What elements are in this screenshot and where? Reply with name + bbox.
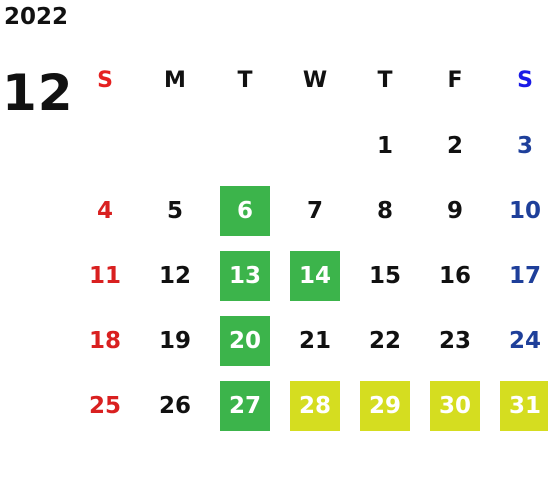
day-number: 22 [368, 327, 401, 354]
day-number: 3 [516, 132, 533, 159]
calendar-day-cell[interactable]: 28 [280, 373, 350, 438]
day-number: 8 [376, 197, 393, 224]
calendar-day-cell[interactable]: 5 [140, 178, 210, 243]
weekday-header-sun: S [97, 68, 113, 93]
day-number: 30 [430, 380, 480, 431]
calendar-day-cell[interactable]: 24 [490, 308, 548, 373]
day-number: 25 [88, 392, 121, 419]
calendar-day-cell[interactable]: 3 [490, 113, 548, 178]
calendar-day-cell[interactable]: 10 [490, 178, 548, 243]
weekday-header-thu: T [377, 68, 393, 93]
calendar-day-cell[interactable]: 9 [420, 178, 490, 243]
calendar-day-cell[interactable]: 20 [210, 308, 280, 373]
day-number: 11 [88, 262, 121, 289]
day-number: 31 [500, 380, 548, 431]
day-number: 5 [166, 197, 183, 224]
day-number: 21 [298, 327, 331, 354]
calendar-day-cell[interactable]: 14 [280, 243, 350, 308]
calendar-day-cell[interactable]: 23 [420, 308, 490, 373]
calendar-day-cell[interactable]: 18 [70, 308, 140, 373]
day-number: 2 [446, 132, 463, 159]
weekday-header-sat: S [517, 68, 533, 93]
calendar-day-cell[interactable]: 17 [490, 243, 548, 308]
calendar-day-cell[interactable]: 12 [140, 243, 210, 308]
day-number: 6 [220, 185, 270, 236]
weekday-header-fri: F [447, 68, 463, 93]
day-number: 7 [306, 197, 323, 224]
weekday-header-tue: T [237, 68, 253, 93]
calendar-day-cell[interactable]: 2 [420, 113, 490, 178]
day-number: 12 [158, 262, 191, 289]
day-number: 24 [508, 327, 541, 354]
day-number: 1 [376, 132, 393, 159]
day-number: 18 [88, 327, 121, 354]
calendar-grid: S M T W T F S 1 2 3 4 5 6 7 8 9 10 11 12 13 14 15 16 17 1… [70, 48, 548, 438]
day-number: 29 [360, 380, 410, 431]
day-number: 17 [508, 262, 541, 289]
weekday-header-mon: M [164, 68, 186, 93]
calendar-day-cell[interactable]: 31 [490, 373, 548, 438]
day-number: 10 [508, 197, 541, 224]
day-number: 13 [220, 250, 270, 301]
calendar-day-cell[interactable]: 21 [280, 308, 350, 373]
day-number: 14 [290, 250, 340, 301]
day-number: 27 [220, 380, 270, 431]
calendar-day-cell[interactable]: 13 [210, 243, 280, 308]
calendar-day-cell[interactable]: 8 [350, 178, 420, 243]
day-number: 4 [96, 197, 113, 224]
day-number: 15 [368, 262, 401, 289]
calendar-day-cell[interactable]: 19 [140, 308, 210, 373]
calendar-day-cell[interactable]: 16 [420, 243, 490, 308]
day-number: 20 [220, 315, 270, 366]
calendar-day-cell[interactable]: 11 [70, 243, 140, 308]
day-number: 9 [446, 197, 463, 224]
calendar-day-cell[interactable]: 27 [210, 373, 280, 438]
calendar-day-cell[interactable]: 4 [70, 178, 140, 243]
weekday-header-wed: W [302, 68, 328, 93]
day-number: 28 [290, 380, 340, 431]
day-number: 23 [438, 327, 471, 354]
calendar-day-cell[interactable]: 15 [350, 243, 420, 308]
calendar-day-cell[interactable]: 26 [140, 373, 210, 438]
calendar-day-cell[interactable]: 30 [420, 373, 490, 438]
calendar-day-cell[interactable]: 25 [70, 373, 140, 438]
day-number: 19 [158, 327, 191, 354]
month-number: 12 [2, 64, 74, 122]
calendar-day-cell[interactable]: 6 [210, 178, 280, 243]
day-number: 16 [438, 262, 471, 289]
calendar-day-cell[interactable]: 22 [350, 308, 420, 373]
calendar-day-cell[interactable]: 1 [350, 113, 420, 178]
day-number: 26 [158, 392, 191, 419]
calendar-day-cell[interactable]: 29 [350, 373, 420, 438]
calendar-day-cell[interactable]: 7 [280, 178, 350, 243]
year-label: 2022 [4, 4, 69, 30]
